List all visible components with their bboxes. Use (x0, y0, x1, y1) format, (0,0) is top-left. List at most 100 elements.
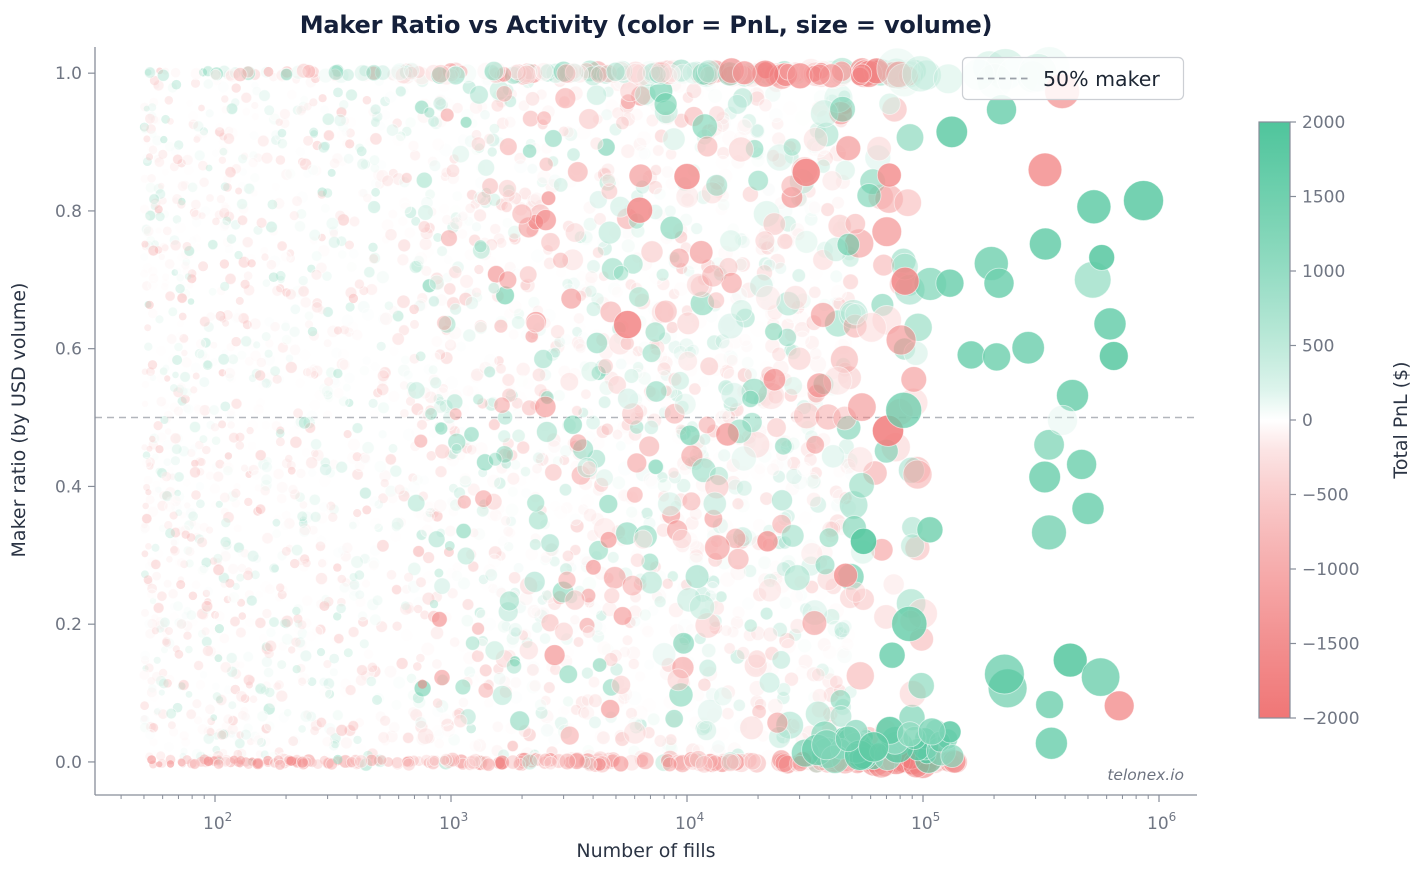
scatter-point (196, 723, 209, 736)
scatter-point (277, 711, 290, 724)
scatter-point (188, 420, 202, 434)
scatter-point (281, 633, 294, 646)
scatter-point (769, 253, 786, 270)
scatter-point (811, 667, 826, 682)
scatter-point (429, 376, 443, 390)
scatter-point (479, 109, 491, 121)
scatter-point (238, 612, 247, 620)
scatter-point (254, 503, 267, 515)
scatter-point (169, 432, 182, 445)
scatter-point (202, 732, 215, 745)
scatter-point (688, 593, 716, 621)
scatter-point (348, 293, 359, 304)
scatter-point (355, 143, 364, 153)
scatter-point (164, 375, 171, 382)
scatter-point (191, 459, 199, 468)
scatter-point (500, 515, 512, 527)
scatter-point (696, 135, 719, 158)
scatter-point (388, 209, 398, 219)
scatter-point (728, 136, 754, 163)
scatter-point (169, 239, 182, 252)
scatter-point (375, 620, 388, 633)
scatter-point (347, 720, 360, 732)
scatter-point (1098, 341, 1129, 371)
scatter-point (196, 499, 205, 509)
scatter-point (294, 619, 303, 628)
scatter-point (262, 681, 271, 690)
scatter-point (650, 60, 673, 84)
scatter-point (465, 754, 482, 771)
scatter-point (169, 526, 182, 539)
scatter-point (276, 375, 285, 384)
scatter-point (395, 657, 409, 670)
scatter-point (141, 240, 149, 248)
scatter-point (142, 502, 149, 510)
scatter-point (696, 59, 721, 84)
scatter-point (479, 505, 489, 516)
scatter-point (415, 351, 426, 362)
scatter-point (311, 301, 324, 314)
scatter-point (318, 94, 327, 103)
scatter-point (723, 642, 736, 655)
scatter-point (190, 198, 202, 211)
colorbar-tick-label: −1000 (1302, 560, 1360, 580)
scatter-point (821, 444, 846, 469)
scatter-point (152, 116, 161, 125)
y-axis: 0.00.20.40.60.81.0 (55, 47, 96, 795)
scatter-point (570, 162, 584, 176)
scatter-point (192, 243, 202, 252)
scatter-point (611, 674, 632, 695)
scatter-point (317, 306, 326, 315)
scatter-point (415, 529, 428, 541)
scatter-point (448, 497, 457, 507)
scatter-point (162, 636, 171, 645)
scatter-point (148, 308, 158, 319)
scatter-point (282, 320, 290, 328)
scatter-point (280, 614, 294, 628)
scatter-point (461, 598, 475, 611)
scatter-point (153, 156, 165, 168)
scatter-point (179, 524, 192, 537)
scatter-point (222, 713, 234, 725)
scatter-point (317, 187, 327, 197)
scatter-point (155, 212, 165, 222)
scatter-point (271, 284, 284, 297)
scatter-point (452, 191, 463, 202)
scatter-point (659, 215, 684, 240)
scatter-point (277, 590, 287, 600)
scatter-point (566, 147, 581, 162)
scatter-point (285, 354, 294, 363)
scatter-point (165, 528, 176, 539)
scatter-point (270, 321, 280, 332)
scatter-point (175, 384, 185, 393)
chart-title: Maker Ratio vs Activity (color = PnL, si… (300, 11, 993, 39)
scatter-point (292, 606, 301, 616)
scatter-point (247, 157, 259, 169)
scatter-point (816, 637, 832, 652)
scatter-point (347, 516, 361, 530)
scatter-point (184, 502, 191, 509)
x-tick-label: 106 (1147, 810, 1176, 834)
scatter-point (187, 181, 199, 193)
scatter-point (515, 361, 531, 377)
scatter-point (622, 433, 635, 446)
scatter-point (265, 687, 275, 698)
scatter-point (337, 545, 348, 555)
scatter-point (169, 603, 177, 610)
scatter-point (328, 512, 338, 522)
scatter-point (245, 594, 258, 607)
scatter-point (164, 674, 175, 685)
scatter-point (286, 89, 298, 101)
scatter-point (156, 68, 170, 82)
scatter-point (210, 341, 218, 349)
scatter-point (438, 203, 450, 215)
scatter-point (223, 465, 233, 476)
scatter-point (593, 212, 607, 226)
scatter-point (172, 645, 180, 653)
scatter-point (315, 716, 328, 729)
scatter-point (289, 734, 302, 747)
scatter-point (260, 461, 273, 473)
scatter-point (319, 462, 333, 477)
scatter-point (179, 387, 188, 396)
